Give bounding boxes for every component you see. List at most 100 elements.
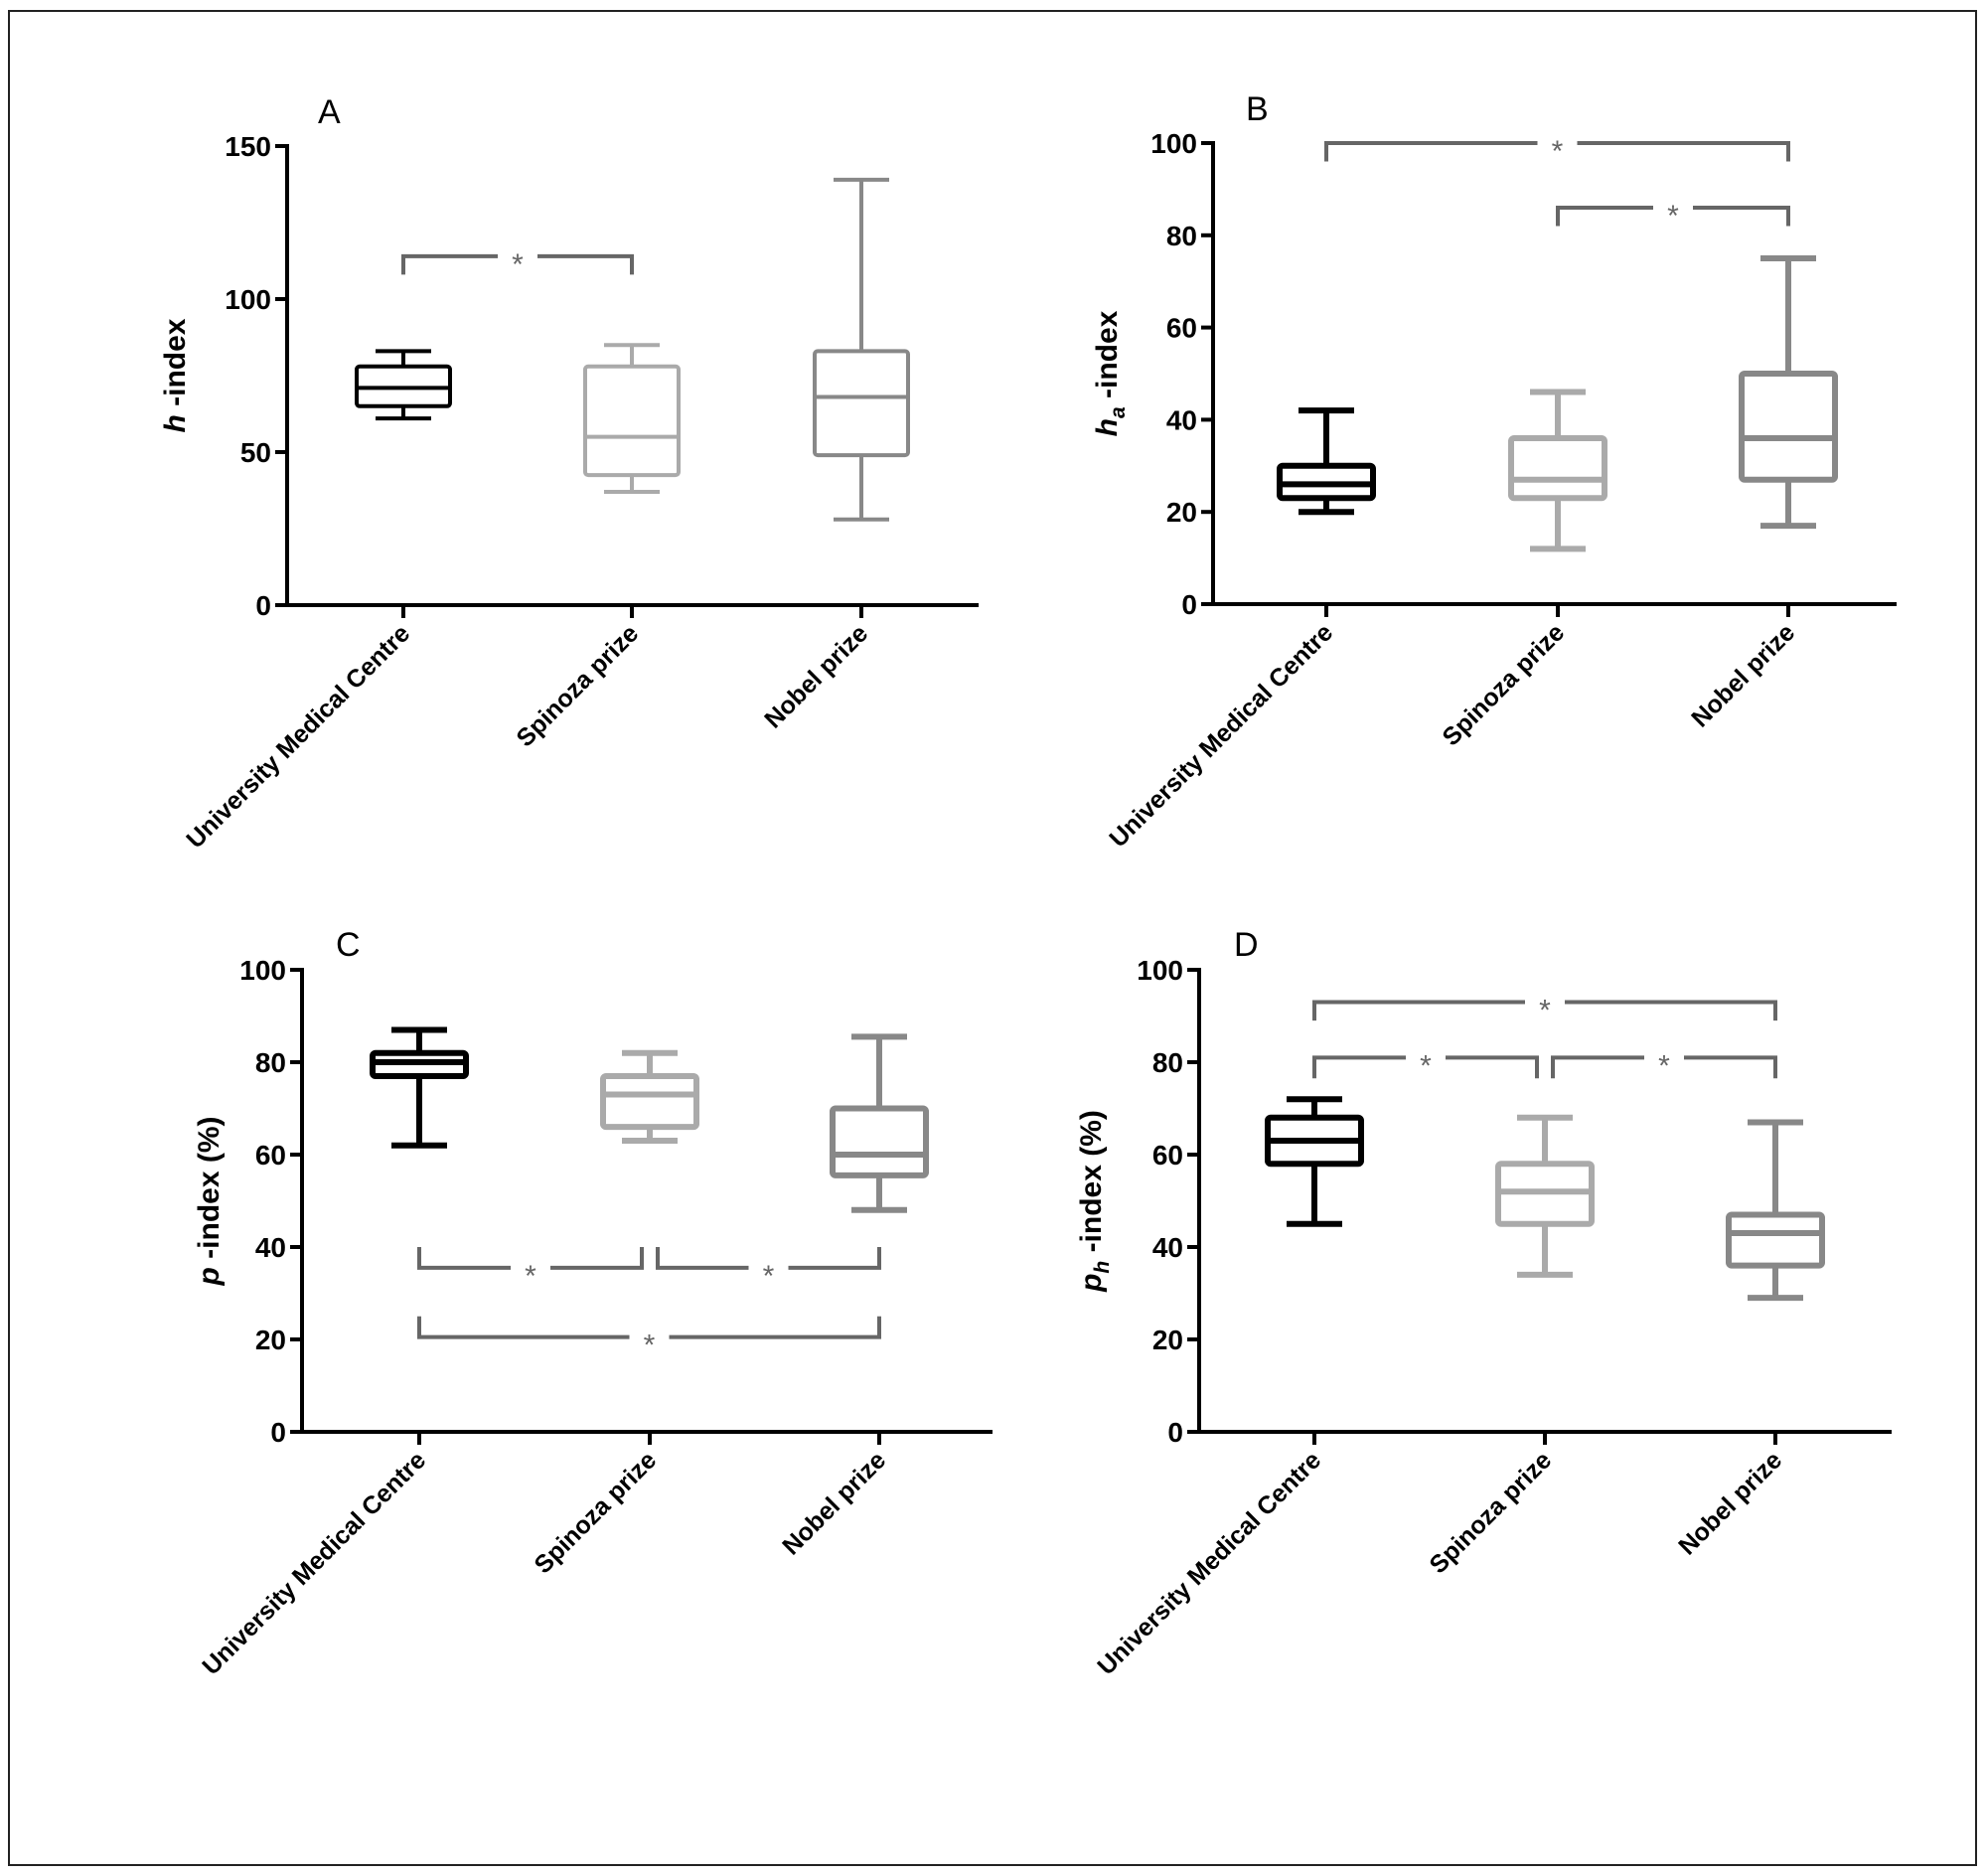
- box-iqr: [583, 364, 681, 478]
- significance-star: *: [525, 1260, 536, 1293]
- bracket-right: [1684, 1055, 1777, 1079]
- y-tick-label: 40: [1152, 1232, 1183, 1263]
- significance-bracket: *: [1312, 1049, 1539, 1082]
- y-axis-title-symbol: p: [193, 1267, 226, 1286]
- y-tick-label: 20: [1152, 1325, 1183, 1355]
- bracket-left: [1556, 205, 1653, 227]
- significance-star: *: [1539, 995, 1551, 1027]
- panel-letter: D: [1234, 926, 1259, 964]
- x-category-label: University Medical Centre: [181, 619, 415, 854]
- y-axis-title-text: -index: [159, 318, 192, 414]
- y-tick-label: 60: [1166, 313, 1197, 344]
- bracket-right: [1577, 141, 1790, 162]
- box-iqr: [1508, 434, 1607, 502]
- bracket-left: [417, 1316, 630, 1339]
- figure-frame: [8, 10, 1977, 1866]
- bracket-left: [1312, 1000, 1525, 1021]
- bracket-right: [669, 1316, 881, 1339]
- panel-a: A 0 50 100 150 h -index University Medical Cen…: [159, 93, 979, 854]
- y-axis-title-text: -index (%): [193, 1117, 226, 1268]
- bracket-right: [1565, 1000, 1777, 1021]
- panel-d: D 0 20 40 60 80 100 ph -index (%) University Med…: [1075, 926, 1892, 1680]
- y-axis-title: ph -index (%): [1075, 1110, 1114, 1293]
- x-category-label: University Medical Centre: [197, 1446, 431, 1680]
- box-plot-0: [355, 349, 452, 421]
- significance-star: *: [512, 248, 524, 281]
- box-iqr: [813, 349, 910, 458]
- significance-bracket: *: [1312, 995, 1777, 1027]
- panel-letter: C: [336, 926, 361, 964]
- x-category-label: Nobel prize: [1673, 1446, 1787, 1560]
- significance-bracket: *: [401, 248, 634, 281]
- y-tick-label: 100: [1137, 955, 1183, 986]
- y-tick-label: 150: [225, 131, 271, 162]
- significance-star: *: [1667, 200, 1679, 233]
- y-tick-label: 20: [255, 1325, 286, 1355]
- box-plot-2: [813, 177, 910, 522]
- y-tick-label: 0: [270, 1417, 286, 1448]
- x-category-label: University Medical Centre: [1104, 618, 1338, 853]
- bracket-left: [401, 253, 498, 275]
- box-iqr: [1739, 371, 1838, 483]
- bracket-left: [656, 1247, 749, 1270]
- panel-b: B 0 20 40 60 80 100 ha -index University Medical…: [1091, 90, 1897, 853]
- x-category-label: Spinoza prize: [1425, 1446, 1558, 1579]
- significance-star: *: [1420, 1049, 1432, 1082]
- x-category-label: Spinoza prize: [512, 619, 645, 752]
- box-plot-1: [1508, 389, 1607, 552]
- y-tick-label: 60: [255, 1140, 286, 1171]
- box-iqr: [830, 1105, 929, 1178]
- significance-bracket: *: [1551, 1049, 1777, 1082]
- y-axis-title-symbol: p: [1075, 1274, 1108, 1293]
- y-tick-label: 50: [240, 437, 271, 468]
- bracket-left: [1551, 1055, 1644, 1079]
- x-category-label: Nobel prize: [759, 619, 873, 733]
- box-plot-2: [1739, 255, 1838, 530]
- bracket-right: [788, 1247, 881, 1270]
- y-axis-title: p -index (%): [193, 1117, 226, 1287]
- y-axis-title-text: -index (%): [1075, 1110, 1108, 1261]
- box-plot-1: [600, 1049, 699, 1145]
- panel-letter: A: [318, 93, 341, 131]
- y-tick-label: 0: [255, 590, 271, 621]
- bracket-left: [1324, 141, 1538, 162]
- x-category-label: Spinoza prize: [530, 1446, 663, 1579]
- box-plot-2: [830, 1033, 929, 1213]
- bracket-left: [417, 1247, 511, 1270]
- y-tick-label: 80: [1152, 1047, 1183, 1078]
- y-axis-title-symbol: h: [1091, 418, 1124, 436]
- significance-star: *: [763, 1260, 775, 1293]
- y-axis-title-symbol: h: [159, 414, 192, 432]
- y-tick-label: 40: [1166, 404, 1197, 435]
- significance-bracket: *: [1324, 135, 1790, 168]
- x-category-label: Nobel prize: [1686, 618, 1800, 732]
- y-axis-title-text: -index: [1091, 310, 1124, 406]
- x-category-label: University Medical Centre: [1092, 1446, 1326, 1680]
- y-tick-label: 0: [1181, 589, 1197, 620]
- box-plot-1: [1495, 1114, 1595, 1278]
- panel-letter: B: [1246, 90, 1269, 128]
- significance-bracket: *: [417, 1316, 881, 1362]
- y-axis-title: ha -index: [1091, 310, 1130, 436]
- significance-star: *: [644, 1329, 656, 1362]
- y-axis-title-subscript: a: [1107, 406, 1130, 418]
- panel-c: C 0 20 40 60 80 100 p -index (%) University Medi…: [193, 926, 993, 1680]
- bracket-right: [550, 1247, 644, 1270]
- y-tick-label: 100: [1150, 128, 1197, 159]
- bracket-right: [1693, 205, 1790, 227]
- bracket-right: [1446, 1055, 1539, 1079]
- box-plot-0: [370, 1026, 469, 1149]
- bracket-right: [537, 253, 634, 275]
- y-tick-label: 60: [1152, 1140, 1183, 1171]
- y-tick-label: 100: [225, 284, 271, 315]
- y-tick-label: 80: [1166, 221, 1197, 251]
- box-plot-0: [1265, 1096, 1364, 1227]
- significance-bracket: *: [417, 1247, 644, 1293]
- x-category-label: Spinoza prize: [1438, 618, 1571, 751]
- significance-bracket: *: [1556, 200, 1790, 233]
- y-tick-label: 0: [1167, 1417, 1183, 1448]
- significance-star: *: [1552, 135, 1564, 168]
- y-tick-label: 100: [239, 955, 286, 986]
- box-plot-2: [1726, 1119, 1825, 1302]
